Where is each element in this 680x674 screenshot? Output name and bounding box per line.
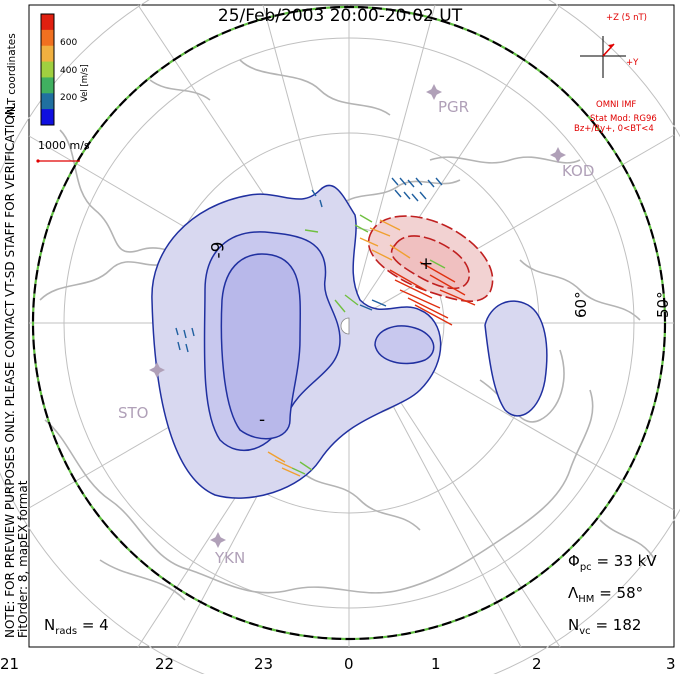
preview-notice: NOTE: FOR PREVIEW PURPOSES ONLY. PLEASE … bbox=[3, 102, 17, 638]
imf-source: OMNI IMF bbox=[596, 100, 637, 110]
pole-marker bbox=[340, 317, 350, 335]
latitude-label-50: 50° bbox=[654, 291, 672, 318]
station-sto: STO bbox=[118, 404, 149, 422]
colorbar-tick-600: 600 bbox=[60, 38, 78, 48]
colorbar-swatch bbox=[41, 77, 54, 94]
stat-n-vc: Nvc = 182 bbox=[568, 616, 642, 637]
negative-min-marker: - bbox=[259, 410, 266, 430]
map-title: 25/Feb/2003 20:00-20:02 UT bbox=[217, 6, 463, 26]
stat-lambda-hm: ΛHM = 58° bbox=[568, 584, 644, 605]
heppner-maynard-boundary-green bbox=[31, 5, 667, 641]
imf-clock-dial bbox=[580, 36, 626, 78]
station-pgr: PGR bbox=[438, 98, 470, 116]
mlt-tick-21: 21 bbox=[0, 655, 20, 673]
colorbar-swatch bbox=[41, 45, 54, 63]
mlt-tick-1: 1 bbox=[431, 655, 441, 673]
colorbar-swatch bbox=[41, 29, 54, 47]
scale-vector-label: 1000 m/s bbox=[38, 139, 90, 152]
positive-max-marker: + bbox=[419, 254, 434, 274]
plot-border bbox=[28, 4, 675, 648]
mlt-tick-23: 23 bbox=[254, 655, 274, 673]
colorbar-swatch bbox=[41, 14, 54, 31]
colorbar-swatch bbox=[41, 93, 54, 110]
velocity-vectors bbox=[175, 177, 476, 477]
mlt-tick-2: 2 bbox=[532, 655, 542, 673]
imf-condition: Bz+/By+, 0<BT<4 bbox=[574, 124, 654, 134]
latitude-label-60: 60° bbox=[572, 291, 590, 318]
negative-convection-cell bbox=[151, 184, 548, 499]
imf-y-label: +Y bbox=[626, 58, 639, 68]
colorbar-frame bbox=[40, 13, 55, 126]
colorbar-swatch bbox=[41, 61, 54, 78]
stat-n-rads: Nrads = 4 bbox=[44, 616, 109, 637]
station-markers bbox=[149, 84, 566, 548]
imf-model: Stat Mod: RG96 bbox=[590, 114, 657, 124]
mlt-tick-3: 3 bbox=[666, 655, 676, 673]
station-ykn: YKN bbox=[215, 549, 246, 567]
contour-label-minus9: -9 bbox=[208, 241, 229, 259]
colorbar-swatch bbox=[41, 109, 54, 126]
station-kod: KOD bbox=[562, 162, 595, 180]
imf-z-label: +Z (5 nT) bbox=[606, 13, 647, 23]
colorbar-label: Vel [m/s] bbox=[80, 64, 90, 102]
positive-convection-cell bbox=[367, 215, 494, 303]
mlt-tick-22: 22 bbox=[155, 655, 175, 673]
stat-phi-pc: Φpc = 33 kV bbox=[568, 552, 657, 573]
colorbar-tick-200: 200 bbox=[60, 93, 78, 103]
colorbar-tick-400: 400 bbox=[60, 66, 78, 76]
mlt-tick-0: 0 bbox=[344, 655, 354, 673]
velocity-colorbar bbox=[40, 13, 55, 126]
fit-order-info: FitOrder: 8, mapEX format bbox=[16, 480, 30, 638]
